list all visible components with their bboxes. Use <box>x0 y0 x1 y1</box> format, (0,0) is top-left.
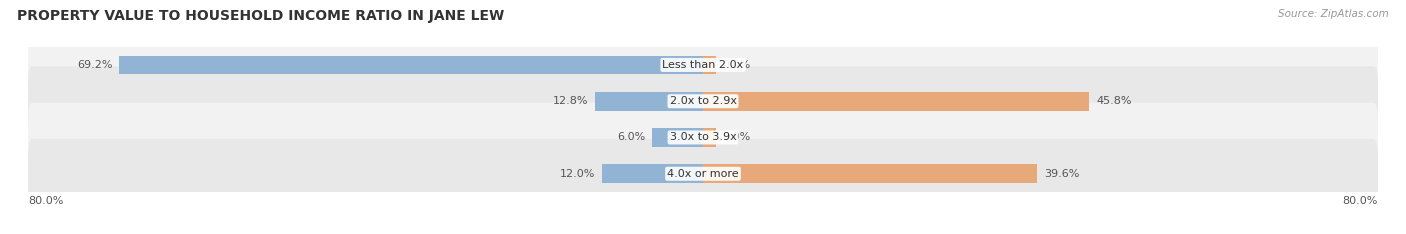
Text: 45.8%: 45.8% <box>1097 96 1132 106</box>
Text: 80.0%: 80.0% <box>1343 196 1378 205</box>
Text: 12.8%: 12.8% <box>553 96 588 106</box>
Text: 69.2%: 69.2% <box>77 60 112 70</box>
Text: 39.6%: 39.6% <box>1043 169 1080 179</box>
Text: 12.0%: 12.0% <box>560 169 595 179</box>
Text: 80.0%: 80.0% <box>28 196 63 205</box>
Bar <box>602 164 703 183</box>
Text: 0.0%: 0.0% <box>723 132 751 143</box>
Text: 0.0%: 0.0% <box>723 60 751 70</box>
Text: 4.0x or more: 4.0x or more <box>668 169 738 179</box>
Bar <box>595 92 703 111</box>
Text: Less than 2.0x: Less than 2.0x <box>662 60 744 70</box>
Bar <box>703 55 716 74</box>
Bar <box>703 128 716 147</box>
Text: 2.0x to 2.9x: 2.0x to 2.9x <box>669 96 737 106</box>
FancyBboxPatch shape <box>28 66 1378 136</box>
Bar <box>652 128 703 147</box>
FancyBboxPatch shape <box>28 30 1378 100</box>
FancyBboxPatch shape <box>28 103 1378 172</box>
Text: 3.0x to 3.9x: 3.0x to 3.9x <box>669 132 737 143</box>
Text: PROPERTY VALUE TO HOUSEHOLD INCOME RATIO IN JANE LEW: PROPERTY VALUE TO HOUSEHOLD INCOME RATIO… <box>17 9 505 23</box>
FancyBboxPatch shape <box>28 139 1378 208</box>
Bar <box>703 164 1038 183</box>
Bar <box>120 55 703 74</box>
Text: 6.0%: 6.0% <box>617 132 645 143</box>
Text: Source: ZipAtlas.com: Source: ZipAtlas.com <box>1278 9 1389 19</box>
Bar <box>703 92 1090 111</box>
